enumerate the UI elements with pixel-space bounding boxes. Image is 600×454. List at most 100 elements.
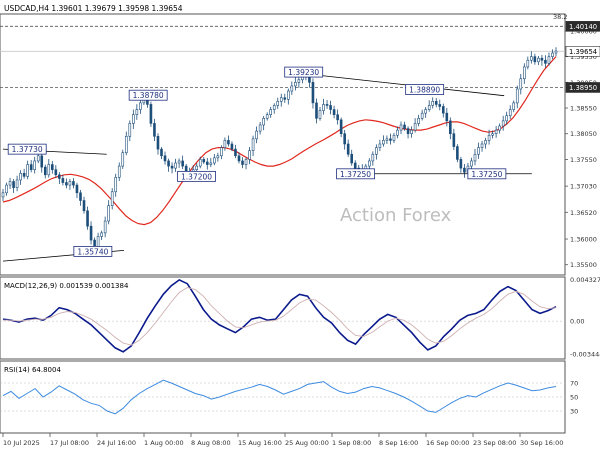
x-tick-label: 23 Sep 08:00 [473, 439, 516, 447]
candle-body [272, 105, 276, 110]
x-tick-label: 8 Sep 16:00 [379, 439, 418, 447]
candle-body [427, 105, 431, 110]
fib-label: 38.2 [553, 13, 567, 21]
trendline[interactable] [303, 73, 505, 97]
y-tick-label: 1.37550 [570, 156, 597, 164]
candle-body [526, 59, 530, 68]
candle-body [139, 102, 142, 110]
candle-body [382, 140, 385, 145]
candle-body [156, 135, 160, 150]
candle-body [220, 147, 223, 157]
candle-body [248, 150, 251, 160]
macd-y-label: 0.00 [570, 318, 584, 326]
candle-body [371, 153, 375, 162]
price-annotation: 1.37730 [7, 143, 47, 155]
candle-body [368, 160, 371, 167]
candle-body [473, 153, 477, 162]
candle-body [96, 236, 100, 248]
macd-y-label: 0.004327 [570, 276, 600, 284]
candle-body [508, 109, 512, 117]
candle-body [132, 114, 135, 124]
candle-body [43, 166, 47, 176]
candle-body [276, 101, 280, 106]
candle-body [346, 143, 350, 155]
x-tick-label: 1 Sep 08:00 [332, 439, 371, 447]
candle-body [227, 140, 230, 145]
price-annotation-label: 1.38780 [133, 91, 164, 100]
y-tick-label: 1.38050 [570, 130, 597, 138]
price-annotation-label: 1.37200 [181, 172, 212, 181]
candle-body [554, 50, 558, 54]
candle-body [114, 177, 118, 193]
candle-body [434, 101, 438, 105]
candle-body [540, 57, 544, 61]
candle-body [75, 184, 79, 194]
candle-body [522, 66, 526, 80]
y-tick-label: 1.36000 [570, 236, 597, 244]
candle-body [110, 191, 114, 206]
candle-body [494, 129, 498, 135]
candle-body [89, 225, 93, 241]
price-tag: 1.38950 [565, 82, 600, 93]
x-tick-label: 8 Aug 08:00 [191, 439, 231, 447]
candle-body [181, 160, 184, 167]
candle-body [244, 159, 248, 165]
candle-body [269, 109, 272, 116]
candle-body [121, 152, 125, 167]
candle-body [311, 82, 315, 104]
candle-body [287, 90, 290, 100]
candle-body [279, 97, 283, 102]
candle-body [441, 106, 445, 114]
x-tick-label: 1 Aug 00:00 [144, 439, 184, 447]
candle-body [93, 239, 96, 248]
candle-body [58, 174, 61, 179]
candle-body [223, 140, 227, 148]
candle-body [519, 78, 523, 90]
candle-body [177, 160, 181, 164]
candle-body [459, 159, 463, 169]
candle-body [339, 119, 343, 135]
candle-body [551, 52, 554, 57]
candle-body [505, 115, 508, 122]
candle-body [19, 172, 22, 181]
sma-line [2, 56, 557, 226]
candle-body [1, 192, 5, 198]
y-tick-label: 1.38550 [570, 105, 597, 113]
price-annotation: 1.35740 [73, 245, 113, 257]
candle-body [149, 104, 153, 124]
candle-body [163, 155, 167, 162]
price-annotation-label: 1.39230 [288, 68, 319, 77]
macd-line [2, 278, 557, 353]
candle-body [484, 140, 487, 145]
rsi-y-label: 50 [570, 394, 578, 402]
price-annotation: 1.37200 [177, 170, 216, 182]
candle-body [65, 182, 68, 186]
price-annotation: 1.37250 [467, 168, 507, 180]
price-annotation: 1.39230 [284, 66, 324, 78]
candle-body [343, 133, 346, 145]
x-tick-label: 24 Jul 16:00 [97, 439, 136, 447]
candle-body [470, 160, 473, 167]
candle-body [413, 123, 417, 131]
candle-body [5, 184, 8, 194]
candle-body [350, 153, 354, 164]
candle-body [378, 143, 382, 148]
y-tick-label: 1.35500 [570, 261, 597, 269]
candle-body [332, 109, 336, 116]
candle-body [336, 114, 339, 121]
x-tick-label: 17 Jul 08:00 [50, 439, 89, 447]
candle-body [61, 178, 65, 183]
candle-body [26, 164, 29, 177]
price-annotation: 1.38780 [128, 89, 168, 101]
rsi-y-label: 70 [570, 380, 578, 388]
main-panel-frame [0, 13, 566, 276]
macd-signal-line [3, 287, 557, 346]
candle-body [403, 124, 406, 129]
candle-body [417, 117, 420, 124]
x-tick-label: 10 Jul 2025 [3, 439, 40, 447]
price-annotation: 1.37250 [336, 168, 375, 180]
rsi-y-label: 30 [570, 408, 578, 416]
candle-body [449, 120, 452, 135]
candle-body [51, 164, 54, 170]
